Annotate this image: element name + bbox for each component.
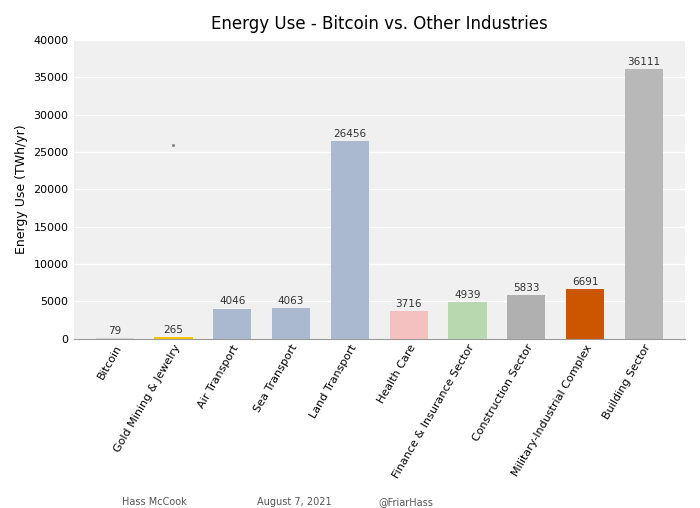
Text: 36111: 36111 [627,57,660,67]
Bar [96,338,134,339]
Bar [155,337,192,339]
Bar [214,308,251,339]
Text: 5833: 5833 [513,283,540,293]
Text: Hass McCook: Hass McCook [122,497,186,507]
Text: 4939: 4939 [454,290,481,300]
Y-axis label: Energy Use (TWh/yr): Energy Use (TWh/yr) [15,124,28,254]
Bar [507,295,545,339]
Bar [449,302,486,339]
Text: 3716: 3716 [395,299,422,309]
Bar [331,141,369,339]
Bar [566,289,604,339]
Text: 6691: 6691 [572,277,598,287]
Text: 79: 79 [108,326,121,336]
Text: @FriarHass: @FriarHass [379,497,433,507]
Text: 26456: 26456 [333,129,366,139]
Bar [390,311,428,339]
Bar [624,69,663,339]
Title: Energy Use - Bitcoin vs. Other Industries: Energy Use - Bitcoin vs. Other Industrie… [211,15,547,33]
Bar [272,308,310,339]
Text: 265: 265 [164,325,183,335]
Text: 4063: 4063 [278,296,304,306]
Text: 4046: 4046 [219,297,246,306]
Text: August 7, 2021: August 7, 2021 [257,497,331,507]
